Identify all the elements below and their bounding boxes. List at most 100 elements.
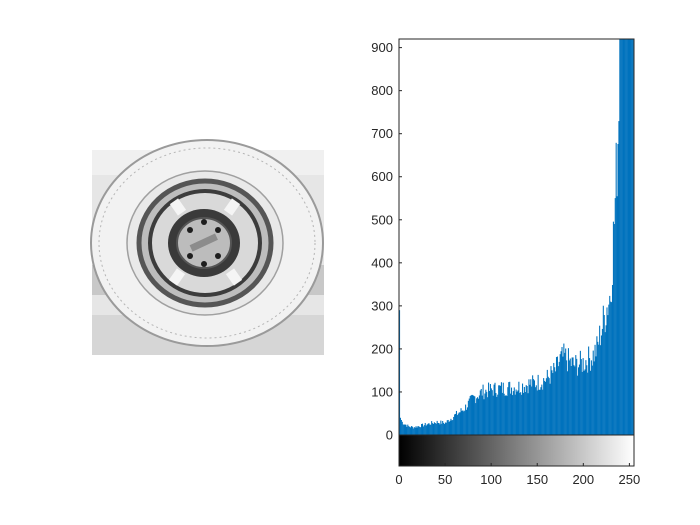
histogram-bar: [572, 357, 574, 435]
histogram-bar: [432, 423, 435, 435]
histogram-bar: [489, 383, 491, 435]
histogram-bar: [425, 425, 427, 435]
histogram-bar: [614, 198, 616, 435]
histogram-bar: [620, 39, 622, 435]
histogram-bar: [437, 422, 439, 435]
histogram-bar: [464, 410, 466, 435]
histogram-bar: [510, 387, 513, 435]
histogram-bar: [449, 420, 451, 435]
histogram-bar: [509, 381, 511, 435]
histogram-bar: [570, 366, 572, 435]
histogram-bar: [604, 332, 606, 435]
histogram-bar: [447, 419, 449, 435]
histogram-bar: [491, 390, 493, 435]
histogram-bar: [469, 396, 471, 435]
histogram-bar: [460, 408, 462, 435]
histogram-bar: [575, 355, 577, 435]
histogram-bar: [438, 423, 440, 435]
histogram-bar: [483, 399, 485, 435]
histogram-bar: [630, 39, 632, 435]
histogram-bar: [514, 394, 516, 435]
histogram-bar: [589, 370, 592, 435]
histogram-bar: [595, 356, 597, 435]
histogram-bar: [436, 420, 438, 435]
histogram-bar: [446, 420, 448, 435]
histogram-bar: [615, 142, 617, 435]
histogram-bar: [529, 384, 531, 435]
histogram-bar: [442, 420, 444, 435]
histogram-bar: [516, 391, 518, 435]
histogram-bar: [421, 424, 423, 435]
histogram-bar: [405, 424, 407, 435]
histogram-bar: [466, 407, 468, 435]
histogram-bar: [431, 421, 433, 435]
histogram-bar: [455, 410, 457, 435]
y-axis: 0 100 200 300 400 500 600 700 800 900: [371, 40, 402, 443]
histogram-bar: [521, 394, 523, 435]
histogram-bar: [589, 358, 591, 435]
histogram-bar: [402, 424, 404, 435]
histogram-bar: [569, 358, 571, 435]
histogram-bar: [408, 426, 410, 435]
y-tick-label: 800: [371, 83, 393, 98]
histogram-bar: [422, 426, 424, 435]
histogram-bar: [435, 423, 437, 435]
histogram-bar: [495, 393, 497, 435]
histogram-bar: [494, 382, 496, 435]
histogram-bar: [535, 385, 537, 435]
histogram-bar: [409, 426, 411, 435]
histogram-bar: [539, 389, 541, 435]
y-tick-label: 500: [371, 212, 393, 227]
histogram-bar: [496, 396, 498, 435]
histogram-bar: [479, 390, 481, 435]
histogram-bar: [416, 427, 418, 435]
histogram-bar: [511, 395, 513, 435]
histogram-bar: [417, 426, 419, 435]
histogram-bar: [517, 390, 519, 435]
histogram-bar: [554, 367, 556, 435]
histogram-bar: [522, 392, 524, 435]
histogram-bar: [591, 365, 593, 435]
histogram-bar: [498, 385, 500, 435]
histogram-bar: [477, 397, 479, 435]
histogram-bar: [522, 383, 524, 435]
histogram-bar: [557, 366, 559, 435]
histogram-bar: [414, 427, 416, 435]
histogram-bar: [487, 397, 489, 435]
histogram-bar: [607, 315, 609, 435]
histogram-bar: [525, 385, 527, 435]
x-tick-label: 50: [438, 472, 452, 487]
histogram-bar: [530, 379, 532, 435]
histogram-bar: [430, 424, 432, 435]
histogram-bar: [501, 392, 503, 435]
histogram-bar: [628, 39, 630, 435]
histogram-bar: [551, 370, 553, 435]
histogram-bar: [558, 361, 560, 435]
histogram-bar: [488, 390, 491, 435]
histogram-bar: [439, 424, 441, 435]
histogram-bar: [508, 382, 510, 435]
histogram-bar: [584, 369, 586, 435]
histogram-bar: [582, 358, 584, 435]
histogram-bar: [456, 415, 458, 435]
histogram-bar: [428, 423, 430, 435]
histogram-bar: [613, 224, 615, 435]
histogram-bar: [440, 420, 442, 435]
histogram-bar: [474, 396, 476, 435]
histogram-bar: [600, 345, 602, 435]
histogram-bar: [401, 421, 403, 435]
histogram-bar: [590, 360, 592, 435]
y-tick-label: 100: [371, 384, 393, 399]
histogram-bar: [622, 39, 624, 435]
histogram-bar: [552, 373, 554, 435]
grayscale-colorbar: [398, 434, 635, 467]
histogram-bar: [423, 425, 425, 435]
histogram-bar: [566, 371, 569, 435]
histogram-bar: [523, 386, 525, 435]
histogram-bar: [603, 315, 605, 435]
histogram-bar: [611, 284, 614, 435]
histogram-bar: [454, 414, 456, 435]
histogram-bar: [443, 424, 446, 435]
histogram-bar: [463, 411, 465, 435]
